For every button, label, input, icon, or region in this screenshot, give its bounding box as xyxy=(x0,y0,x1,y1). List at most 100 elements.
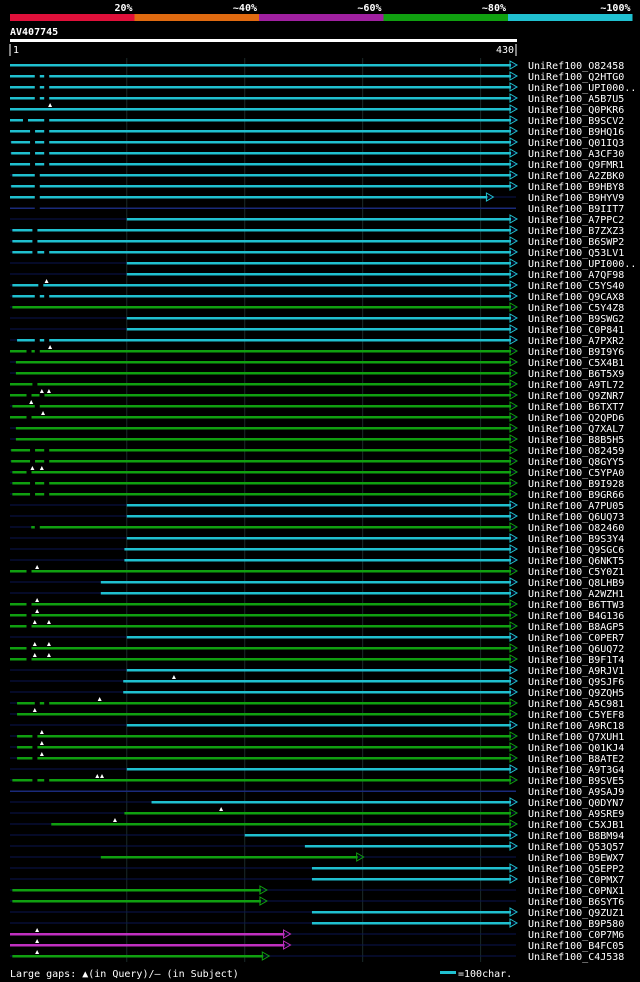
hit-label[interactable]: UniRef100_B9EWX7 xyxy=(528,853,624,864)
hit-row[interactable]: UniRef100_Q0DYN7 xyxy=(10,797,624,809)
hit-label[interactable]: UniRef100_C5XJB1 xyxy=(528,820,624,831)
hit-row[interactable]: UniRef100_B4FC05 xyxy=(10,939,624,952)
hit-bar[interactable] xyxy=(126,504,512,507)
hit-bar[interactable] xyxy=(10,614,511,617)
hit-bar[interactable] xyxy=(126,328,512,331)
hit-row[interactable]: UniRef100_Q01IQ3 xyxy=(10,137,624,149)
hit-row[interactable]: UniRef100_A9SRE9 xyxy=(10,807,624,820)
hit-bar[interactable] xyxy=(10,108,511,111)
hit-bar[interactable] xyxy=(10,75,511,78)
hit-row[interactable]: UniRef100_C5X4B1 xyxy=(10,357,624,369)
hit-row[interactable]: UniRef100_B9EWX7 xyxy=(10,852,624,864)
hit-label[interactable]: UniRef100_B9SWG2 xyxy=(528,314,624,325)
hit-label[interactable]: UniRef100_B6T5X9 xyxy=(528,369,624,380)
hit-row[interactable]: UniRef100_A7QF98 xyxy=(10,269,624,281)
hit-label[interactable]: UniRef100_B9P580 xyxy=(528,919,624,930)
hit-row[interactable]: UniRef100_C0P7M6 xyxy=(10,928,624,941)
hit-bar[interactable] xyxy=(17,735,511,738)
hit-bar[interactable] xyxy=(17,746,511,749)
hit-bar[interactable] xyxy=(12,900,261,903)
hit-label[interactable]: UniRef100_A9TL72 xyxy=(528,380,624,391)
hit-label[interactable]: UniRef100_Q9CAX8 xyxy=(528,292,624,303)
hit-bar[interactable] xyxy=(15,372,512,375)
hit-bar[interactable] xyxy=(10,163,511,166)
hit-row[interactable]: UniRef100_Q9FMR1 xyxy=(10,159,624,171)
hit-label[interactable]: UniRef100_C5YPA0 xyxy=(528,468,624,479)
hit-label[interactable]: UniRef100_A2WZH1 xyxy=(528,589,624,600)
hit-bar[interactable] xyxy=(12,471,511,474)
hit-label[interactable]: UniRef100_Q7XAL7 xyxy=(528,424,624,435)
hit-row[interactable]: UniRef100_C0PNX1 xyxy=(10,885,624,897)
hit-bar[interactable] xyxy=(10,790,516,793)
hit-bar[interactable] xyxy=(100,592,512,595)
hit-row[interactable]: UniRef100_Q53Q57 xyxy=(10,841,624,853)
hit-bar[interactable] xyxy=(12,251,511,254)
hit-bar[interactable] xyxy=(12,284,511,287)
hit-label[interactable]: UniRef100_Q9ZQH5 xyxy=(528,688,624,699)
hit-bar[interactable] xyxy=(126,273,512,276)
hit-row[interactable]: UniRef100_O82459 xyxy=(10,445,624,457)
hit-row[interactable]: UniRef100_B4G136 xyxy=(10,609,624,622)
hit-row[interactable]: UniRef100_Q7XUH1 xyxy=(10,730,624,743)
hit-row[interactable]: UniRef100_A5C981 xyxy=(10,697,624,710)
hit-row[interactable]: UniRef100_B9F1T4 xyxy=(10,653,624,666)
hit-bar[interactable] xyxy=(10,416,511,419)
hit-row[interactable]: UniRef100_Q2QPD6 xyxy=(10,411,624,424)
hit-bar[interactable] xyxy=(12,306,511,309)
hit-label[interactable]: UniRef100_A7PU05 xyxy=(528,501,624,512)
hit-label[interactable]: UniRef100_C0PER7 xyxy=(528,633,624,644)
hit-label[interactable]: UniRef100_A2ZBK0 xyxy=(528,171,624,182)
hit-row[interactable]: UniRef100_Q9ZQH5 xyxy=(10,687,624,699)
hit-bar[interactable] xyxy=(11,449,512,452)
hit-bar[interactable] xyxy=(10,119,511,122)
hit-row[interactable]: UniRef100_Q53LV1 xyxy=(10,247,624,259)
hit-label[interactable]: UniRef100_Q6NKT5 xyxy=(528,556,624,567)
hit-label[interactable]: UniRef100_Q8LHB9 xyxy=(528,578,624,589)
hit-row[interactable]: UniRef100_C0P841 xyxy=(10,324,624,336)
hit-label[interactable]: UniRef100_B6SWP2 xyxy=(528,237,624,248)
hit-bar[interactable] xyxy=(151,801,512,804)
hit-bar[interactable] xyxy=(126,724,512,727)
hit-row[interactable]: UniRef100_Q6UQ72 xyxy=(10,642,624,655)
hit-row[interactable]: UniRef100_Q9SJF6 xyxy=(10,675,624,688)
hit-row[interactable]: UniRef100_A9RC18 xyxy=(10,720,624,732)
hit-row[interactable]: UniRef100_B9HQ16 xyxy=(10,126,624,138)
hit-row[interactable]: UniRef100_B6SYT6 xyxy=(10,896,624,908)
hit-label[interactable]: UniRef100_Q9ZNR7 xyxy=(528,391,624,402)
hit-label[interactable]: UniRef100_Q0DYN7 xyxy=(528,798,624,809)
hit-label[interactable]: UniRef100_Q5EPP2 xyxy=(528,864,624,875)
hit-bar[interactable] xyxy=(11,185,512,188)
hit-label[interactable]: UniRef100_B9IIT7 xyxy=(528,204,624,215)
hit-label[interactable]: UniRef100_B9SCV2 xyxy=(528,116,624,127)
hit-bar[interactable] xyxy=(304,845,511,848)
hit-row[interactable]: UniRef100_O82458 xyxy=(10,60,624,72)
hit-bar[interactable] xyxy=(10,196,488,199)
hit-row[interactable]: UniRef100_Q5EPP2 xyxy=(10,863,624,875)
hit-label[interactable]: UniRef100_A3CF30 xyxy=(528,149,624,160)
hit-row[interactable]: UniRef100_B6TTW3 xyxy=(10,598,624,611)
hit-bar[interactable] xyxy=(311,867,511,870)
hit-label[interactable]: UniRef100_A5B7U5 xyxy=(528,94,624,105)
hit-row[interactable]: UniRef100_A3CF30 xyxy=(10,148,624,160)
hit-label[interactable]: UniRef100_B6TTW3 xyxy=(528,600,624,611)
hit-bar[interactable] xyxy=(126,218,512,221)
hit-bar[interactable] xyxy=(10,570,511,573)
hit-label[interactable]: UniRef100_Q01IQ3 xyxy=(528,138,624,149)
hit-bar[interactable] xyxy=(126,317,512,320)
hit-row[interactable]: UniRef100_B6T5X9 xyxy=(10,368,624,380)
hit-label[interactable]: UniRef100_B8BM94 xyxy=(528,831,624,842)
hit-bar[interactable] xyxy=(12,240,511,243)
hit-bar[interactable] xyxy=(311,878,511,881)
hit-bar[interactable] xyxy=(311,922,511,925)
hit-bar[interactable] xyxy=(15,427,512,430)
hit-row[interactable]: UniRef100_A2WZH1 xyxy=(10,588,624,600)
hit-bar[interactable] xyxy=(10,944,285,947)
hit-row[interactable]: UniRef100_C0PER7 xyxy=(10,632,624,644)
hit-label[interactable]: UniRef100_B4G136 xyxy=(528,611,624,622)
hit-row[interactable]: UniRef100_Q6NKT5 xyxy=(10,555,624,567)
hit-bar[interactable] xyxy=(12,405,511,408)
hit-row[interactable]: UniRef100_A2ZBK0 xyxy=(10,170,624,182)
hit-row[interactable]: UniRef100_C5YS40 xyxy=(10,279,624,292)
hit-row[interactable]: UniRef100_C5Y0Z1 xyxy=(10,565,624,578)
hit-bar[interactable] xyxy=(11,152,512,155)
